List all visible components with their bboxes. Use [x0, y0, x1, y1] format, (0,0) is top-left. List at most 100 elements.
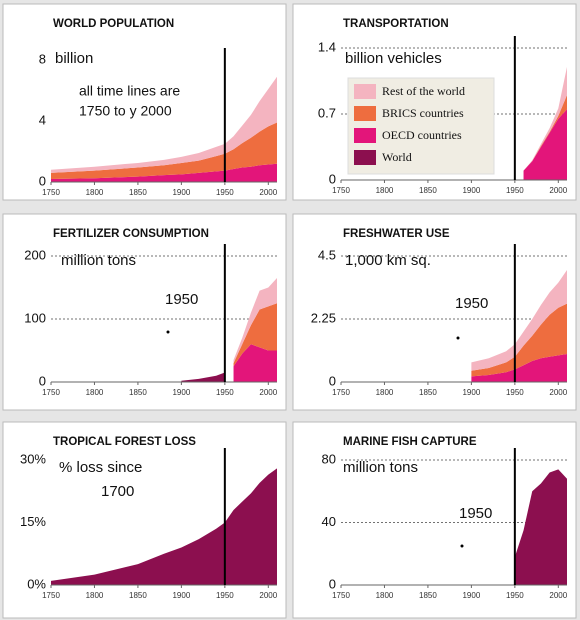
x-tick-label: 1750 [42, 188, 60, 197]
x-tick-label: 1800 [376, 388, 394, 397]
y-tick-label: 0 [329, 171, 336, 186]
annotation-dot [460, 544, 464, 548]
y-tick-label: 0 [329, 373, 336, 388]
x-tick-label: 2000 [549, 388, 567, 397]
chart-title: TRANSPORTATION [343, 18, 449, 30]
annotation-dot [456, 336, 460, 340]
x-tick-label: 1850 [129, 388, 147, 397]
area [523, 109, 567, 180]
legend-swatch [354, 106, 376, 121]
chart-title: FERTILIZER CONSUMPTION [53, 228, 209, 240]
x-tick-label: 2000 [549, 591, 567, 600]
x-tick-label: 1800 [86, 388, 104, 397]
chart-title: FRESHWATER USE [343, 228, 450, 240]
legend-swatch [354, 128, 376, 143]
panel: MARINE FISH CAPTURE 0 40 80 1750 1800 1850 1900… [292, 421, 577, 619]
y-tick-label: 4 [39, 112, 46, 127]
unit-label: 1700 [101, 483, 134, 500]
area [233, 278, 277, 364]
area [471, 303, 567, 377]
x-tick-label: 1900 [462, 591, 480, 600]
x-tick-label: 1750 [332, 388, 350, 397]
y-tick-label: 0 [39, 373, 46, 388]
panel: FERTILIZER CONSUMPTION 0 100 200 1750 1800 185… [2, 213, 287, 411]
chart-title: TROPICAL FOREST LOSS [53, 436, 196, 448]
area [471, 270, 567, 371]
legend-label: OECD countries [382, 128, 462, 142]
panel: TROPICAL FOREST LOSS 0% 15% 30% 1750 1800 1850… [2, 421, 287, 619]
x-tick-label: 1850 [419, 388, 437, 397]
panel: WORLD POPULATION 0 4 8 1750 1800 1850 1900 1950 2… [2, 3, 287, 201]
annotation: 1950 [165, 291, 198, 308]
x-tick-label: 1950 [216, 591, 234, 600]
y-tick-label: 0.7 [318, 105, 336, 120]
x-tick-label: 1750 [332, 186, 350, 195]
x-tick-label: 2000 [259, 388, 277, 397]
y-tick-label: 4.5 [318, 247, 336, 262]
unit-label: billion vehicles [345, 50, 442, 67]
y-tick-label: 0% [27, 576, 46, 591]
area [233, 344, 277, 382]
annotation: 1750 to y 2000 [79, 103, 172, 119]
x-tick-label: 1950 [506, 388, 524, 397]
annotation-dot [166, 330, 170, 334]
y-tick-label: 40 [322, 514, 336, 529]
area [233, 303, 277, 367]
x-tick-label: 1900 [172, 188, 190, 197]
x-tick-label: 1900 [462, 388, 480, 397]
legend-label: Rest of the world [382, 84, 465, 98]
unit-label: million tons [343, 459, 418, 476]
area [51, 76, 277, 173]
x-tick-label: 1850 [129, 591, 147, 600]
x-tick-label: 2000 [259, 188, 277, 197]
panel: TRANSPORTATION 0 0.7 1.4 1750 1800 1850 1900 195… [292, 3, 577, 201]
x-tick-label: 1950 [506, 591, 524, 600]
y-tick-label: 100 [24, 310, 46, 325]
x-tick-label: 1750 [42, 388, 60, 397]
y-tick-label: 8 [39, 51, 46, 66]
y-tick-label: 200 [24, 247, 46, 262]
unit-label: 1,000 km sq. [345, 252, 431, 269]
x-tick-label: 1950 [506, 186, 524, 195]
chart-title: MARINE FISH CAPTURE [343, 436, 477, 448]
x-tick-label: 1850 [419, 186, 437, 195]
x-tick-label: 1950 [216, 388, 234, 397]
x-tick-label: 1900 [172, 591, 190, 600]
y-tick-label: 30% [20, 451, 46, 466]
x-tick-label: 2000 [259, 591, 277, 600]
area [51, 468, 277, 585]
area [181, 372, 225, 382]
annotation: 1950 [455, 295, 488, 312]
panel: FRESHWATER USE 0 2.25 4.5 1750 1800 1850 1900 19… [292, 213, 577, 411]
unit-label: % loss since [59, 459, 142, 476]
y-tick-label: 15% [20, 514, 46, 529]
y-tick-label: 0 [329, 576, 336, 591]
x-tick-label: 1950 [216, 188, 234, 197]
unit-label: million tons [61, 252, 136, 269]
x-tick-label: 1900 [462, 186, 480, 195]
legend-label: BRICS countries [382, 106, 464, 120]
area [514, 469, 567, 585]
annotation: 1950 [459, 505, 492, 522]
legend-swatch [354, 84, 376, 99]
y-tick-label: 0 [39, 173, 46, 188]
annotation: all time lines are [79, 83, 180, 99]
x-tick-label: 1800 [86, 591, 104, 600]
legend-swatch [354, 150, 376, 165]
y-tick-label: 1.4 [318, 39, 336, 54]
x-tick-label: 1750 [42, 591, 60, 600]
x-tick-label: 1800 [376, 591, 394, 600]
y-tick-label: 2.25 [311, 310, 336, 325]
chart-title: WORLD POPULATION [53, 18, 174, 30]
area [51, 122, 277, 179]
x-tick-label: 2000 [549, 186, 567, 195]
x-tick-label: 1850 [129, 188, 147, 197]
area [51, 163, 277, 182]
legend-label: World [382, 150, 412, 164]
x-tick-label: 1900 [172, 388, 190, 397]
x-tick-label: 1800 [376, 186, 394, 195]
x-tick-label: 1750 [332, 591, 350, 600]
y-tick-label: 80 [322, 451, 336, 466]
x-tick-label: 1800 [86, 188, 104, 197]
